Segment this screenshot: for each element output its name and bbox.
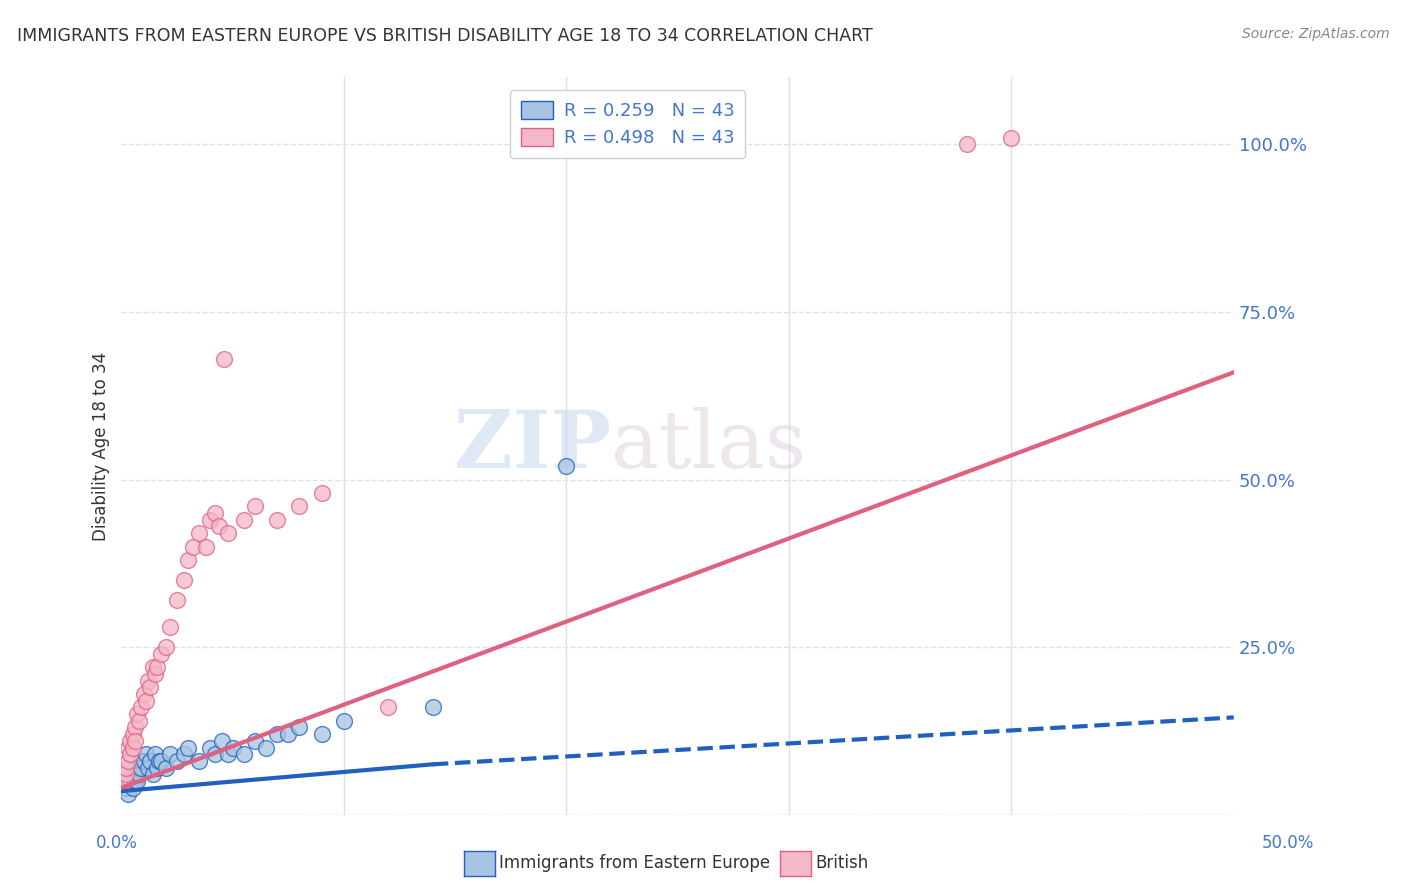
Point — [232, 747, 254, 762]
Point — [131, 754, 153, 768]
Point — [555, 459, 578, 474]
Point — [422, 700, 444, 714]
Point — [221, 740, 243, 755]
Point — [150, 754, 173, 768]
Point — [243, 734, 266, 748]
Point — [166, 593, 188, 607]
Point — [212, 351, 235, 366]
Text: Immigrants from Eastern Europe: Immigrants from Eastern Europe — [499, 855, 770, 872]
Point — [121, 780, 143, 795]
Point — [377, 700, 399, 714]
Point — [311, 727, 333, 741]
Point — [128, 761, 150, 775]
Y-axis label: Disability Age 18 to 34: Disability Age 18 to 34 — [93, 351, 110, 541]
Point — [266, 727, 288, 741]
Point — [115, 767, 138, 781]
Point — [132, 687, 155, 701]
Point — [131, 700, 153, 714]
Point — [121, 727, 143, 741]
Point — [121, 740, 143, 755]
Point — [181, 540, 204, 554]
Point — [120, 734, 142, 748]
Text: ZIP: ZIP — [454, 407, 610, 485]
Point — [200, 740, 222, 755]
Point — [125, 774, 148, 789]
Point — [117, 754, 139, 768]
Point — [266, 513, 288, 527]
Text: Source: ZipAtlas.com: Source: ZipAtlas.com — [1241, 27, 1389, 41]
Point — [143, 666, 166, 681]
Point — [188, 526, 211, 541]
Point — [204, 747, 226, 762]
Point — [188, 754, 211, 768]
Point — [288, 721, 311, 735]
Point — [115, 780, 138, 795]
Point — [125, 767, 148, 781]
Point — [208, 519, 231, 533]
Point — [125, 706, 148, 721]
Point — [166, 754, 188, 768]
Point — [143, 747, 166, 762]
Text: British: British — [815, 855, 869, 872]
Point — [155, 761, 177, 775]
Point — [124, 734, 146, 748]
Point — [132, 754, 155, 768]
Point — [956, 137, 979, 152]
Point — [204, 506, 226, 520]
Point — [177, 553, 200, 567]
Point — [288, 500, 311, 514]
Point — [135, 747, 157, 762]
Point — [159, 620, 181, 634]
Point — [177, 740, 200, 755]
Point — [124, 774, 146, 789]
Point — [139, 754, 162, 768]
Point — [124, 761, 146, 775]
Point — [200, 513, 222, 527]
Point — [148, 754, 170, 768]
Point — [1000, 130, 1022, 145]
Point — [243, 500, 266, 514]
Point — [146, 660, 169, 674]
Point — [277, 727, 299, 741]
Point — [142, 767, 165, 781]
Point — [155, 640, 177, 654]
Point — [254, 740, 277, 755]
Point — [139, 680, 162, 694]
Text: IMMIGRANTS FROM EASTERN EUROPE VS BRITISH DISABILITY AGE 18 TO 34 CORRELATION CH: IMMIGRANTS FROM EASTERN EUROPE VS BRITIS… — [17, 27, 873, 45]
Point — [120, 747, 142, 762]
Point — [232, 513, 254, 527]
Point — [311, 486, 333, 500]
Text: 50.0%: 50.0% — [1263, 834, 1315, 852]
Point — [115, 761, 138, 775]
Point — [211, 734, 233, 748]
Legend: R = 0.259   N = 43, R = 0.498   N = 43: R = 0.259 N = 43, R = 0.498 N = 43 — [510, 90, 745, 158]
Point — [124, 721, 146, 735]
Point — [173, 747, 195, 762]
Point — [146, 761, 169, 775]
Point — [131, 761, 153, 775]
Point — [135, 693, 157, 707]
Text: 0.0%: 0.0% — [96, 834, 138, 852]
Point — [120, 774, 142, 789]
Point — [217, 526, 239, 541]
Point — [112, 774, 135, 789]
Point — [128, 767, 150, 781]
Point — [136, 761, 159, 775]
Point — [150, 647, 173, 661]
Point — [173, 573, 195, 587]
Point — [117, 740, 139, 755]
Point — [333, 714, 356, 728]
Point — [121, 767, 143, 781]
Point — [136, 673, 159, 688]
Point — [194, 540, 217, 554]
Point — [117, 788, 139, 802]
Point — [159, 747, 181, 762]
Point — [142, 660, 165, 674]
Text: atlas: atlas — [610, 407, 806, 485]
Point — [128, 714, 150, 728]
Point — [217, 747, 239, 762]
